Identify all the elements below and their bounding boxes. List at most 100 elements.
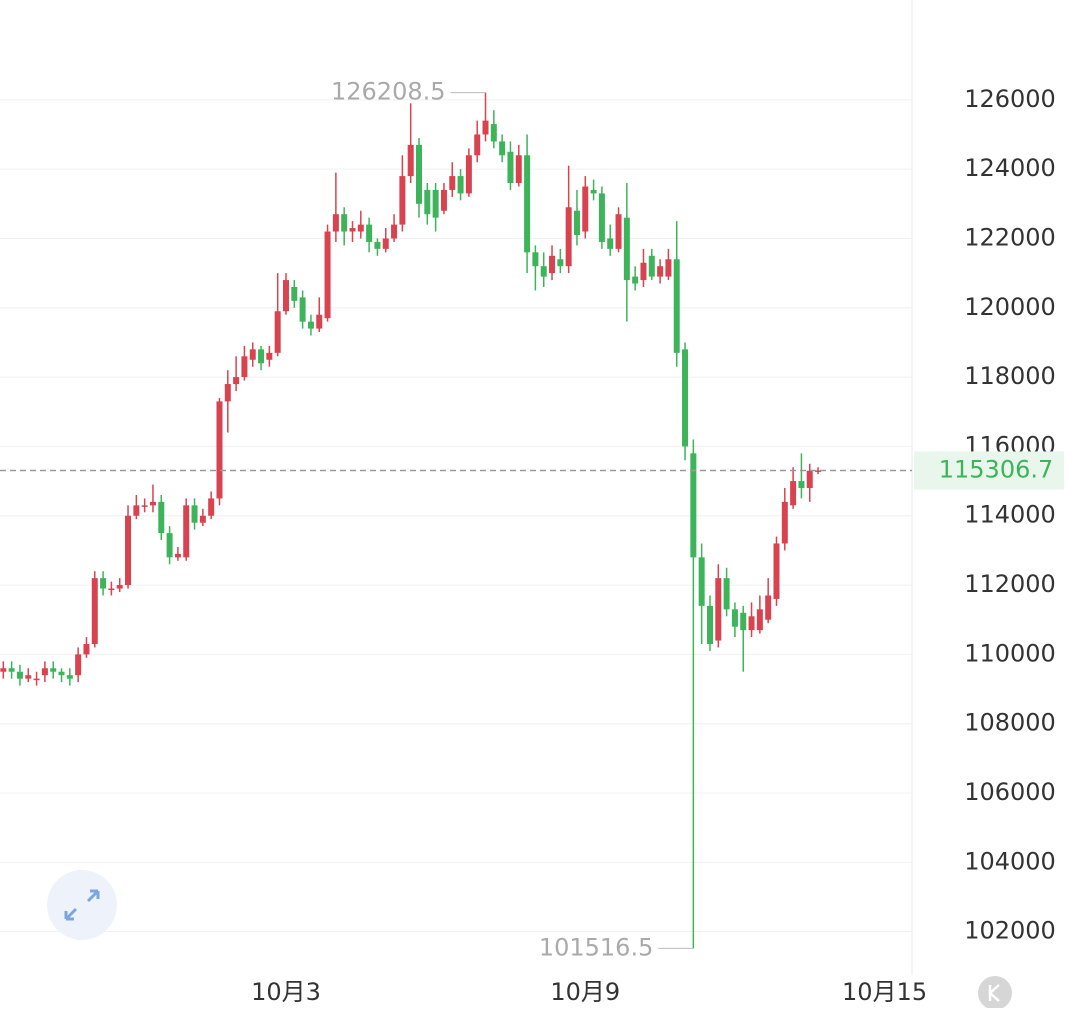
candle-body: [274, 311, 281, 353]
candle-body: [258, 349, 265, 364]
candle-body: [532, 252, 539, 267]
y-tick-label: 104000: [964, 847, 1056, 875]
candle-body: [507, 151, 514, 184]
candle-body: [41, 668, 48, 676]
candle-body: [91, 578, 98, 644]
candle-body: [706, 605, 713, 644]
current-price-label: 115306.7: [939, 455, 1054, 483]
candle-body: [765, 595, 772, 620]
y-tick-label: 122000: [964, 223, 1056, 251]
candle-body: [83, 643, 90, 655]
candle-body: [0, 668, 7, 672]
candle-body: [33, 678, 40, 681]
candle-body: [191, 505, 198, 523]
candle-body: [50, 668, 57, 672]
candle-body: [748, 616, 755, 631]
y-tick-label: 106000: [964, 778, 1056, 806]
candle-body: [573, 210, 580, 235]
candle-body: [565, 207, 572, 267]
candle-body: [515, 155, 522, 184]
y-tick-label: 102000: [964, 917, 1056, 945]
candle-body: [740, 612, 747, 631]
candle-body: [690, 453, 697, 558]
candle-body: [698, 557, 705, 606]
candle-body: [324, 231, 331, 319]
candle-body: [731, 609, 738, 627]
plot-area: [0, 92, 912, 949]
candle-body: [133, 505, 140, 516]
candle-body: [8, 668, 15, 672]
candle-body: [66, 675, 73, 679]
candle-body: [815, 470, 822, 472]
candle-body: [299, 297, 306, 322]
min-label: 101516.5: [539, 933, 654, 961]
y-tick-label: 108000: [964, 709, 1056, 737]
candle-body: [58, 671, 65, 676]
y-tick-label: 110000: [964, 639, 1056, 667]
candle-body: [166, 533, 173, 558]
candle-body: [557, 259, 564, 267]
candle-body: [399, 176, 406, 225]
candle-body: [316, 314, 323, 329]
y-tick-label: 126000: [964, 85, 1056, 113]
candle-body: [407, 144, 414, 177]
candle-body: [682, 349, 689, 447]
candle-body: [440, 189, 447, 211]
candle-body: [806, 470, 813, 489]
candle-body: [781, 501, 788, 544]
candle-body: [341, 214, 348, 232]
candle-body: [474, 134, 481, 156]
candle-body: [657, 266, 664, 277]
candle-body: [623, 217, 630, 281]
candle-body: [798, 481, 805, 489]
x-tick-label: 10月3: [251, 978, 321, 1006]
candle-body: [540, 266, 547, 277]
candle-body: [249, 349, 256, 360]
candle-body: [25, 675, 32, 679]
candle-body: [465, 155, 472, 194]
candle-body: [457, 176, 464, 194]
candle-body: [282, 280, 289, 312]
candle-body: [75, 654, 82, 676]
candle-body: [615, 214, 622, 249]
y-tick-label: 120000: [964, 293, 1056, 321]
current-price-box: [914, 451, 1064, 490]
candle-body: [524, 155, 531, 253]
candle-body: [723, 578, 730, 610]
candle-body: [607, 238, 614, 249]
y-tick-label: 124000: [964, 154, 1056, 182]
kline-icon: [988, 984, 1000, 1002]
candle-body: [291, 286, 298, 301]
candle-body: [108, 588, 115, 591]
candle-body: [174, 553, 181, 558]
candle-body: [116, 585, 123, 589]
candle-body: [208, 498, 215, 516]
candle-body: [100, 578, 107, 589]
candle-body: [490, 124, 497, 142]
expand-button[interactable]: [47, 870, 117, 940]
candle-body: [598, 193, 605, 242]
candle-body: [216, 401, 223, 499]
candle-body: [756, 609, 763, 631]
candle-body: [199, 515, 206, 523]
candle-body: [549, 255, 556, 274]
candle-body: [673, 259, 680, 353]
candle-body: [632, 276, 639, 284]
candle-body: [416, 144, 423, 204]
expand-icon: [64, 889, 100, 921]
kline-button[interactable]: [978, 976, 1012, 1010]
candle-body: [715, 578, 722, 641]
y-tick-label: 112000: [964, 570, 1056, 598]
candle-body: [332, 214, 339, 232]
candle-body: [233, 377, 240, 385]
x-tick-label: 10月15: [842, 978, 927, 1006]
candle-body: [382, 238, 389, 249]
x-tick-label: 10月9: [550, 978, 620, 1006]
candle-body: [125, 515, 132, 586]
candle-body: [482, 120, 489, 135]
candle-body: [424, 189, 431, 215]
candle-body: [158, 501, 165, 534]
candle-body: [224, 384, 231, 402]
candle-body: [391, 224, 398, 239]
